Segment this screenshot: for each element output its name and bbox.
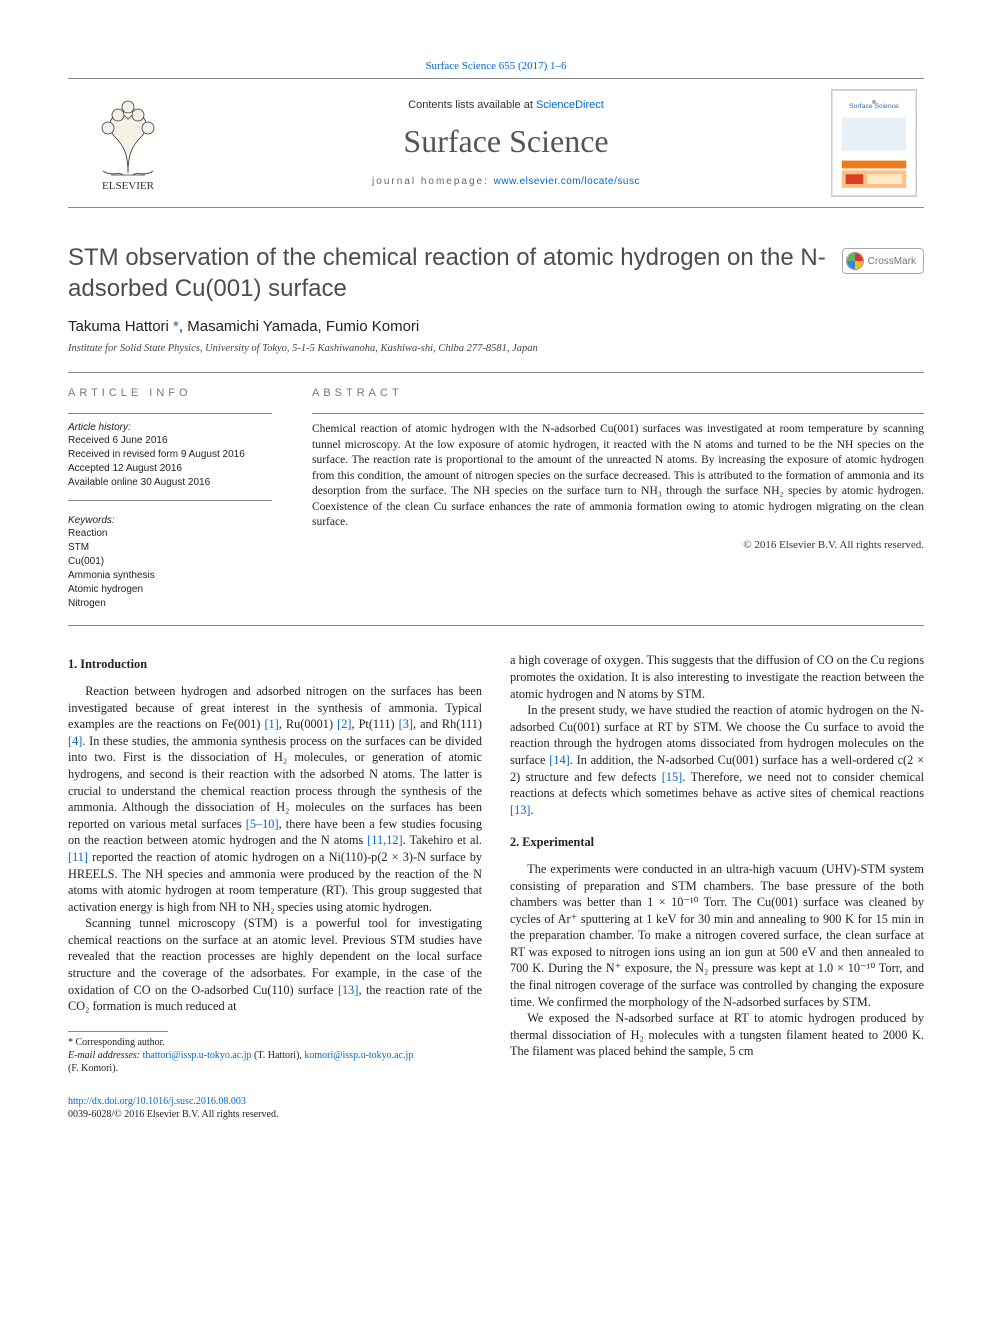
abs-sep	[312, 413, 924, 414]
contents-prefix: Contents lists available at	[408, 99, 536, 111]
abstract-column: abstract Chemical reaction of atomic hyd…	[290, 373, 924, 625]
doi-block: http://dx.doi.org/10.1016/j.susc.2016.08…	[68, 1095, 482, 1122]
author-list: Takuma Hattori *, Masamichi Yamada, Fumi…	[68, 318, 924, 335]
crossmark-label: CrossMark	[868, 256, 916, 267]
history-revised: Received in revised form 9 August 2016	[68, 448, 272, 462]
keyword-2: STM	[68, 541, 272, 555]
email-2-link[interactable]: komori@issp.u-tokyo.ac.jp	[304, 1050, 413, 1061]
left-column: 1. Introduction Reaction between hydroge…	[68, 652, 482, 1121]
ref-4[interactable]: [4]	[68, 734, 82, 748]
email-1-name: (T. Hattori),	[252, 1050, 305, 1061]
email-2-name: (F. Komori).	[68, 1063, 118, 1074]
keywords-label: Keywords:	[68, 515, 272, 526]
intro-p2-cont: a high coverage of oxygen. This suggests…	[510, 652, 924, 702]
intro-p3: In the present study, we have studied th…	[510, 702, 924, 818]
ref-11-12[interactable]: [11,12]	[367, 833, 402, 847]
article-info-heading: article info	[68, 387, 272, 399]
abstract-copyright: © 2016 Elsevier B.V. All rights reserved…	[312, 539, 924, 551]
ref-14[interactable]: [14]	[549, 753, 570, 767]
abstract-heading: abstract	[312, 387, 924, 399]
top-citation: Surface Science 655 (2017) 1–6	[68, 60, 924, 72]
crossmark-icon	[846, 252, 864, 270]
publisher-logo: ELSEVIER	[68, 79, 188, 207]
affiliation: Institute for Solid State Physics, Unive…	[68, 343, 924, 354]
keyword-4: Ammonia synthesis	[68, 569, 272, 583]
homepage-link[interactable]: www.elsevier.com/locate/susc	[494, 176, 640, 187]
issn-line: 0039-6028/© 2016 Elsevier B.V. All right…	[68, 1109, 278, 1120]
footnote-rule	[68, 1031, 168, 1032]
author-rest: , Masamichi Yamada, Fumio Komori	[179, 318, 419, 335]
intro-p1: Reaction between hydrogen and adsorbed n…	[68, 683, 482, 915]
contents-line: Contents lists available at ScienceDirec…	[408, 99, 604, 111]
elsevier-tree-icon: ELSEVIER	[83, 93, 173, 193]
t: reported the reaction of atomic hydrogen…	[68, 850, 482, 914]
t: .	[531, 803, 534, 817]
keyword-3: Cu(001)	[68, 555, 272, 569]
exp-p1: The experiments were conducted in an ult…	[510, 861, 924, 1010]
elsevier-text: ELSEVIER	[102, 180, 155, 192]
history-received: Received 6 June 2016	[68, 434, 272, 448]
ref-2[interactable]: [2]	[337, 717, 351, 731]
ref-1[interactable]: [1]	[264, 717, 278, 731]
keyword-5: Atomic hydrogen	[68, 583, 272, 597]
right-column: a high coverage of oxygen. This suggests…	[510, 652, 924, 1121]
keyword-6: Nitrogen	[68, 597, 272, 611]
sciencedirect-link[interactable]: ScienceDirect	[536, 99, 604, 111]
homepage-prefix: journal homepage:	[372, 176, 494, 187]
t: , and Rh(111)	[413, 717, 482, 731]
t: , Pt(111)	[351, 717, 398, 731]
ref-13b[interactable]: [13]	[510, 803, 531, 817]
ref-13[interactable]: [13]	[338, 983, 359, 997]
info-sep-1	[68, 413, 272, 414]
journal-name: Surface Science	[403, 123, 608, 160]
history-online: Available online 30 August 2016	[68, 476, 272, 490]
email-note: E-mail addresses: thattori@issp.u-tokyo.…	[68, 1049, 482, 1075]
history-accepted: Accepted 12 August 2016	[68, 462, 272, 476]
info-sep-2	[68, 500, 272, 501]
intro-p2: Scanning tunnel microscopy (STM) is a po…	[68, 915, 482, 1015]
history-label: Article history:	[68, 422, 272, 433]
abstract-text: Chemical reaction of atomic hydrogen wit…	[312, 422, 924, 531]
journal-cover: Surface Science	[824, 79, 924, 207]
ref-15[interactable]: [15]	[662, 770, 683, 784]
homepage-line: journal homepage: www.elsevier.com/locat…	[372, 176, 640, 187]
t: , Ru(0001)	[279, 717, 337, 731]
ref-5-10[interactable]: [5–10]	[246, 817, 279, 831]
section-1-heading: 1. Introduction	[68, 656, 482, 673]
article-info-column: article info Article history: Received 6…	[68, 373, 290, 625]
cover-thumbnail-icon: Surface Science	[831, 89, 917, 197]
email-label: E-mail addresses:	[68, 1050, 140, 1061]
journal-header: ELSEVIER Contents lists available at Sci…	[68, 79, 924, 208]
ref-11[interactable]: [11]	[68, 850, 88, 864]
crossmark-badge[interactable]: CrossMark	[842, 248, 924, 274]
citation-link[interactable]: Surface Science 655 (2017) 1–6	[425, 60, 566, 72]
section-2-heading: 2. Experimental	[510, 834, 924, 851]
email-1-link[interactable]: thattori@issp.u-tokyo.ac.jp	[143, 1050, 252, 1061]
ref-3[interactable]: [3]	[399, 717, 413, 731]
doi-link[interactable]: http://dx.doi.org/10.1016/j.susc.2016.08…	[68, 1096, 246, 1107]
t: . Takehiro et al.	[403, 833, 482, 847]
corresponding-author-note: * Corresponding author.	[68, 1036, 482, 1049]
author-1: Takuma Hattori	[68, 318, 173, 335]
article-title: STM observation of the chemical reaction…	[68, 242, 830, 304]
exp-p2: We exposed the N-adsorbed surface at RT …	[510, 1010, 924, 1060]
keyword-1: Reaction	[68, 527, 272, 541]
